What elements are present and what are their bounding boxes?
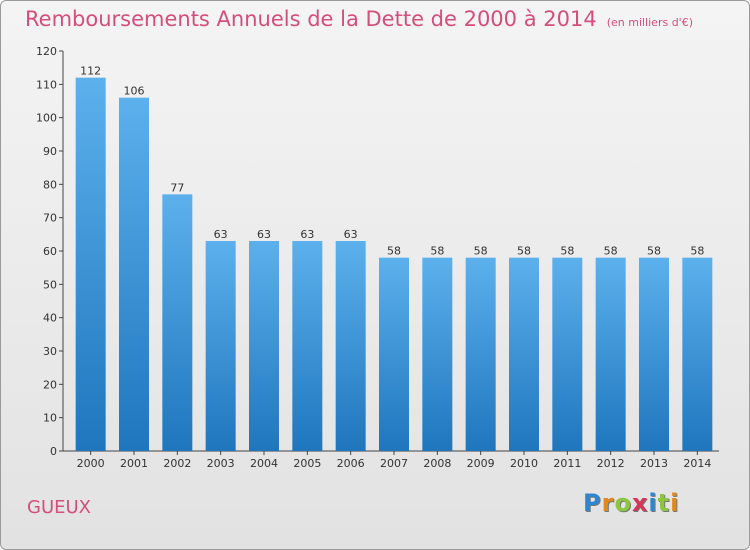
y-tick-label: 120 [36,45,57,58]
x-tick-label: 2004 [250,457,278,470]
x-tick-label: 2013 [640,457,668,470]
bar [682,257,713,451]
y-tick-label: 30 [43,345,57,358]
bar-value-label: 77 [170,181,184,194]
x-tick-label: 2006 [337,457,365,470]
logo-letter: x [631,489,649,517]
bar-value-label: 58 [474,245,488,258]
bar [335,241,366,451]
bar [552,257,583,451]
x-tick-label: 2000 [77,457,105,470]
logo-letter: i [670,489,680,517]
logo-letter: o [614,489,632,517]
bar [292,241,323,451]
x-tick-label: 2008 [423,457,451,470]
bar-value-label: 63 [257,228,271,241]
bar [595,257,626,451]
x-tick-label: 2003 [207,457,235,470]
bar-value-label: 58 [690,245,704,258]
x-tick-label: 2009 [467,457,495,470]
commune-name: GUEUX [27,497,92,518]
bar [422,257,453,451]
chart-bars: 112 106 77 63 63 63 63 58 58 58 58 58 58 58 58 [75,65,713,452]
logo-letter: t [657,489,671,517]
bar-value-label: 58 [517,245,531,258]
y-tick-label: 10 [43,412,57,425]
x-tick-label: 2012 [597,457,625,470]
bar-value-label: 63 [344,228,358,241]
x-tick-label: 2007 [380,457,408,470]
chart-subtitle: (en milliers d'€) [606,16,693,29]
bar-value-label: 58 [387,245,401,258]
y-tick-label: 100 [36,112,57,125]
bar-value-label: 63 [214,228,228,241]
y-tick-label: 60 [43,245,57,258]
y-tick-label: 50 [43,278,57,291]
bar [205,241,236,451]
bar [639,257,669,451]
logo-letter: r [601,489,615,517]
x-tick-label: 2001 [120,457,148,470]
bar-value-label: 58 [430,245,444,258]
proxiti-logo: Proxiti [583,489,679,517]
y-tick-label: 110 [36,78,57,91]
bar [379,257,409,451]
x-tick-label: 2010 [510,457,538,470]
bar [119,97,149,452]
bar [162,194,193,452]
bar-value-label: 58 [647,245,661,258]
x-tick-label: 2005 [293,457,321,470]
bar [75,77,106,452]
logo-letter: P [583,489,602,517]
chart-title-text: Remboursements Annuels de la Dette de 20… [25,7,597,31]
y-tick-label: 20 [43,378,57,391]
bar-value-label: 58 [604,245,618,258]
bar [249,241,279,451]
bar-value-label: 63 [300,228,314,241]
chart-title: Remboursements Annuels de la Dette de 20… [25,7,693,31]
bar-value-label: 58 [560,245,574,258]
y-tick-label: 90 [43,145,57,158]
y-tick-label: 40 [43,312,57,325]
y-tick-label: 70 [43,212,57,225]
x-tick-label: 2002 [163,457,191,470]
y-tick-label: 80 [43,178,57,191]
x-tick-label: 2011 [553,457,581,470]
logo-letter: i [648,489,658,517]
y-tick-label: 0 [50,445,57,458]
x-tick-label: 2014 [683,457,711,470]
bar [509,257,539,451]
bar-value-label: 106 [124,85,145,98]
chart-axes: 0 10 20 30 40 50 60 70 80 90 100 110 120 2000 2001 2002… [36,45,719,470]
bar-value-label: 112 [80,65,101,78]
bar [465,257,496,451]
